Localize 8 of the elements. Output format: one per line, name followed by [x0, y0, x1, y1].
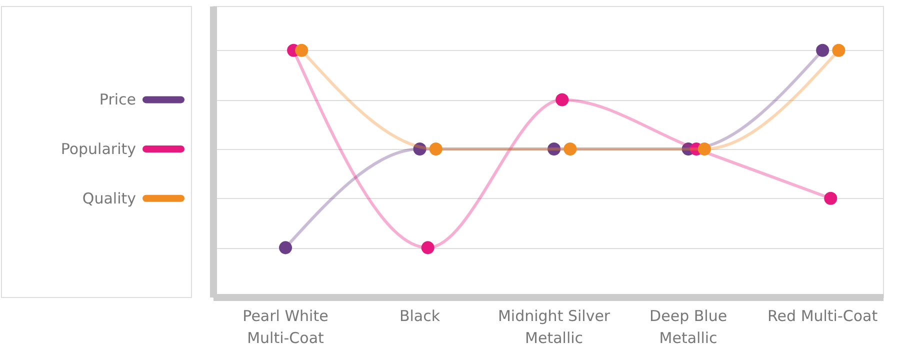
x-tick-label: Deep Blue Metallic [650, 307, 728, 347]
legend-label: Price [99, 90, 136, 109]
x-tick-label: Red Multi-Coat [768, 307, 878, 325]
x-tick-label: Midnight Silver Metallic [498, 307, 611, 347]
legend-label: Quality [82, 189, 136, 208]
legend-label: Popularity [60, 140, 136, 158]
x-tick-label: Pearl White Multi-Coat [242, 307, 328, 347]
x-tick-label: Black [399, 307, 440, 325]
